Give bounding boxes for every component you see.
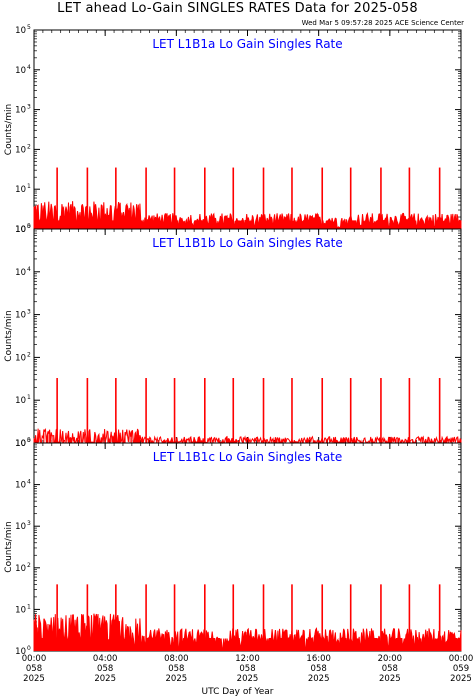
y-tick-label: 10 bbox=[15, 439, 26, 449]
x-tick-label: 2025 bbox=[308, 674, 330, 684]
panel-frame bbox=[33, 228, 462, 444]
x-tick-label: 16:00 bbox=[306, 654, 331, 664]
y-tick-exponent: 0 bbox=[27, 223, 31, 230]
panel-title: LET L1B1b Lo Gain Singles Rate bbox=[152, 236, 343, 250]
y-tick-label: 10 bbox=[15, 396, 26, 406]
y-tick-label: 10 bbox=[15, 66, 26, 76]
y-tick-exponent: 5 bbox=[27, 437, 31, 444]
y-tick-exponent: 3 bbox=[27, 309, 31, 316]
y-axis-title: Counts/min bbox=[4, 104, 14, 155]
y-tick-label: 10 bbox=[15, 439, 26, 449]
y-axis-title: Counts/min bbox=[4, 310, 14, 361]
y-tick-label: 10 bbox=[15, 225, 26, 235]
y-tick-exponent: 2 bbox=[27, 143, 31, 150]
y-tick-label: 10 bbox=[15, 268, 26, 278]
data-series bbox=[33, 378, 462, 445]
y-tick-exponent: 4 bbox=[27, 479, 31, 486]
x-tick-label: 2025 bbox=[94, 674, 116, 684]
y-tick-exponent: 2 bbox=[27, 351, 31, 358]
y-tick-exponent: 0 bbox=[27, 437, 31, 444]
x-tick-label: 00:00 bbox=[22, 654, 47, 664]
y-tick-label: 10 bbox=[15, 481, 26, 491]
x-tick-label: 04:00 bbox=[93, 654, 118, 664]
y-tick-exponent: 4 bbox=[27, 266, 31, 273]
x-tick-label: 2025 bbox=[379, 674, 401, 684]
y-tick-exponent: 4 bbox=[27, 64, 31, 71]
y-tick-label: 10 bbox=[15, 605, 26, 615]
panel-title: LET L1B1c Lo Gain Singles Rate bbox=[153, 450, 343, 464]
data-series bbox=[33, 167, 462, 230]
y-tick-exponent: 0 bbox=[27, 645, 31, 652]
y-tick-label: 10 bbox=[15, 353, 26, 363]
y-tick-exponent: 1 bbox=[27, 183, 31, 190]
y-tick-exponent: 5 bbox=[27, 223, 31, 230]
y-tick-label: 10 bbox=[15, 564, 26, 574]
baseline-trace bbox=[33, 613, 462, 651]
y-tick-label: 10 bbox=[15, 225, 26, 235]
x-tick-label: 058 bbox=[26, 664, 42, 674]
y-tick-exponent: 1 bbox=[27, 603, 31, 610]
y-tick-exponent: 2 bbox=[27, 562, 31, 569]
y-axis-title: Counts/min bbox=[4, 521, 14, 572]
x-tick-label: 059 bbox=[453, 664, 469, 674]
x-tick-label: 2025 bbox=[237, 674, 259, 684]
baseline-trace bbox=[33, 201, 462, 230]
y-tick-label: 10 bbox=[15, 145, 26, 155]
y-tick-exponent: 1 bbox=[27, 394, 31, 401]
x-tick-label: 2025 bbox=[450, 674, 472, 684]
y-tick-label: 10 bbox=[15, 311, 26, 321]
y-tick-label: 10 bbox=[15, 522, 26, 532]
data-series bbox=[33, 584, 462, 651]
x-tick-label: 08:00 bbox=[164, 654, 189, 664]
y-tick-exponent: 5 bbox=[27, 24, 31, 31]
x-tick-label: 058 bbox=[168, 664, 184, 674]
y-tick-label: 10 bbox=[15, 185, 26, 195]
y-tick-exponent: 3 bbox=[27, 104, 31, 111]
x-tick-label: 058 bbox=[311, 664, 327, 674]
panel-frame bbox=[33, 29, 462, 230]
x-tick-label: 2025 bbox=[23, 674, 45, 684]
x-tick-label: 12:00 bbox=[235, 654, 260, 664]
x-tick-label: 00:00 bbox=[449, 654, 474, 664]
x-tick-label: 2025 bbox=[166, 674, 188, 684]
panel-title: LET L1B1a Lo Gain Singles Rate bbox=[152, 37, 342, 51]
y-tick-label: 10 bbox=[15, 106, 26, 116]
y-tick-label: 10 bbox=[15, 26, 26, 36]
x-tick-label: 058 bbox=[97, 664, 113, 674]
x-tick-label: 058 bbox=[382, 664, 398, 674]
y-tick-exponent: 3 bbox=[27, 520, 31, 527]
baseline-trace bbox=[33, 427, 462, 445]
x-axis-title: UTC Day of Year bbox=[201, 687, 274, 697]
y-tick-label: 10 bbox=[15, 647, 26, 657]
x-tick-label: 058 bbox=[239, 664, 255, 674]
page-title: LET ahead Lo-Gain SINGLES RATES Data for… bbox=[57, 1, 418, 16]
timestamp: Wed Mar 5 09:57:28 2025 ACE Science Cent… bbox=[301, 19, 464, 27]
x-tick-label: 20:00 bbox=[378, 654, 403, 664]
